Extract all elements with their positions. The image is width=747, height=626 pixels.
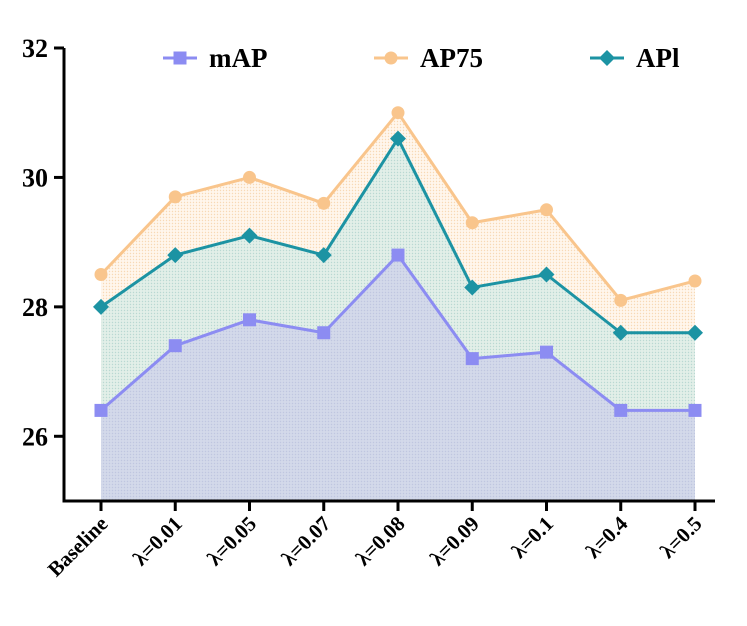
data-point-apl [315, 247, 332, 264]
data-point-map [391, 248, 405, 262]
x-tick-label: λ=0.5 [655, 512, 706, 563]
legend-marker-apl [599, 50, 615, 66]
legend-label-apl: APl [636, 43, 680, 73]
y-tick-label: 28 [22, 293, 48, 322]
data-point-apl [612, 324, 629, 341]
legend-label-ap75: AP75 [420, 43, 483, 73]
data-point-map [465, 352, 479, 366]
legend-marker-map [173, 51, 187, 65]
data-point-map [243, 313, 256, 327]
x-tick-label: Baseline [43, 512, 113, 582]
data-point-apl [687, 324, 703, 341]
data-point-ap75 [614, 293, 628, 307]
data-point-ap75 [317, 196, 331, 210]
data-point-apl [167, 247, 184, 264]
area-fills [101, 112, 695, 501]
data-point-ap75 [688, 274, 702, 288]
series-layer [93, 106, 703, 417]
legend: mAP AP75 APl [163, 43, 680, 73]
data-point-map [317, 326, 331, 340]
area-fill-map [101, 255, 695, 501]
data-point-ap75 [243, 170, 256, 184]
data-point-ap75 [540, 203, 553, 217]
data-point-map [614, 403, 628, 417]
x-tick-label: λ=0.09 [425, 512, 484, 571]
x-tick-label: λ=0.4 [581, 511, 633, 563]
data-point-ap75 [168, 190, 182, 204]
data-point-map [688, 403, 702, 417]
legend-label-map: mAP [209, 43, 267, 73]
legend-marker-ap75 [384, 51, 398, 65]
data-point-apl [390, 130, 406, 147]
data-point-map [94, 403, 108, 417]
x-tick-label: λ=0.05 [202, 512, 261, 571]
y-tick-label: 26 [22, 422, 48, 451]
data-point-apl [464, 279, 481, 296]
data-point-map [168, 339, 182, 353]
y-tick-label: 30 [22, 163, 48, 192]
data-point-map [540, 345, 553, 359]
data-point-ap75 [94, 268, 108, 281]
data-point-ap75 [391, 106, 405, 120]
x-tick-label: λ=0.1 [507, 512, 558, 563]
x-tick-label: λ=0.08 [351, 512, 410, 571]
data-point-apl [93, 298, 109, 315]
x-tick-label: λ=0.07 [277, 512, 336, 571]
y-tick-label: 32 [22, 34, 48, 63]
data-point-apl [538, 266, 555, 283]
data-point-apl [241, 227, 258, 244]
x-tick-label: λ=0.01 [128, 512, 187, 571]
data-point-ap75 [465, 216, 479, 230]
